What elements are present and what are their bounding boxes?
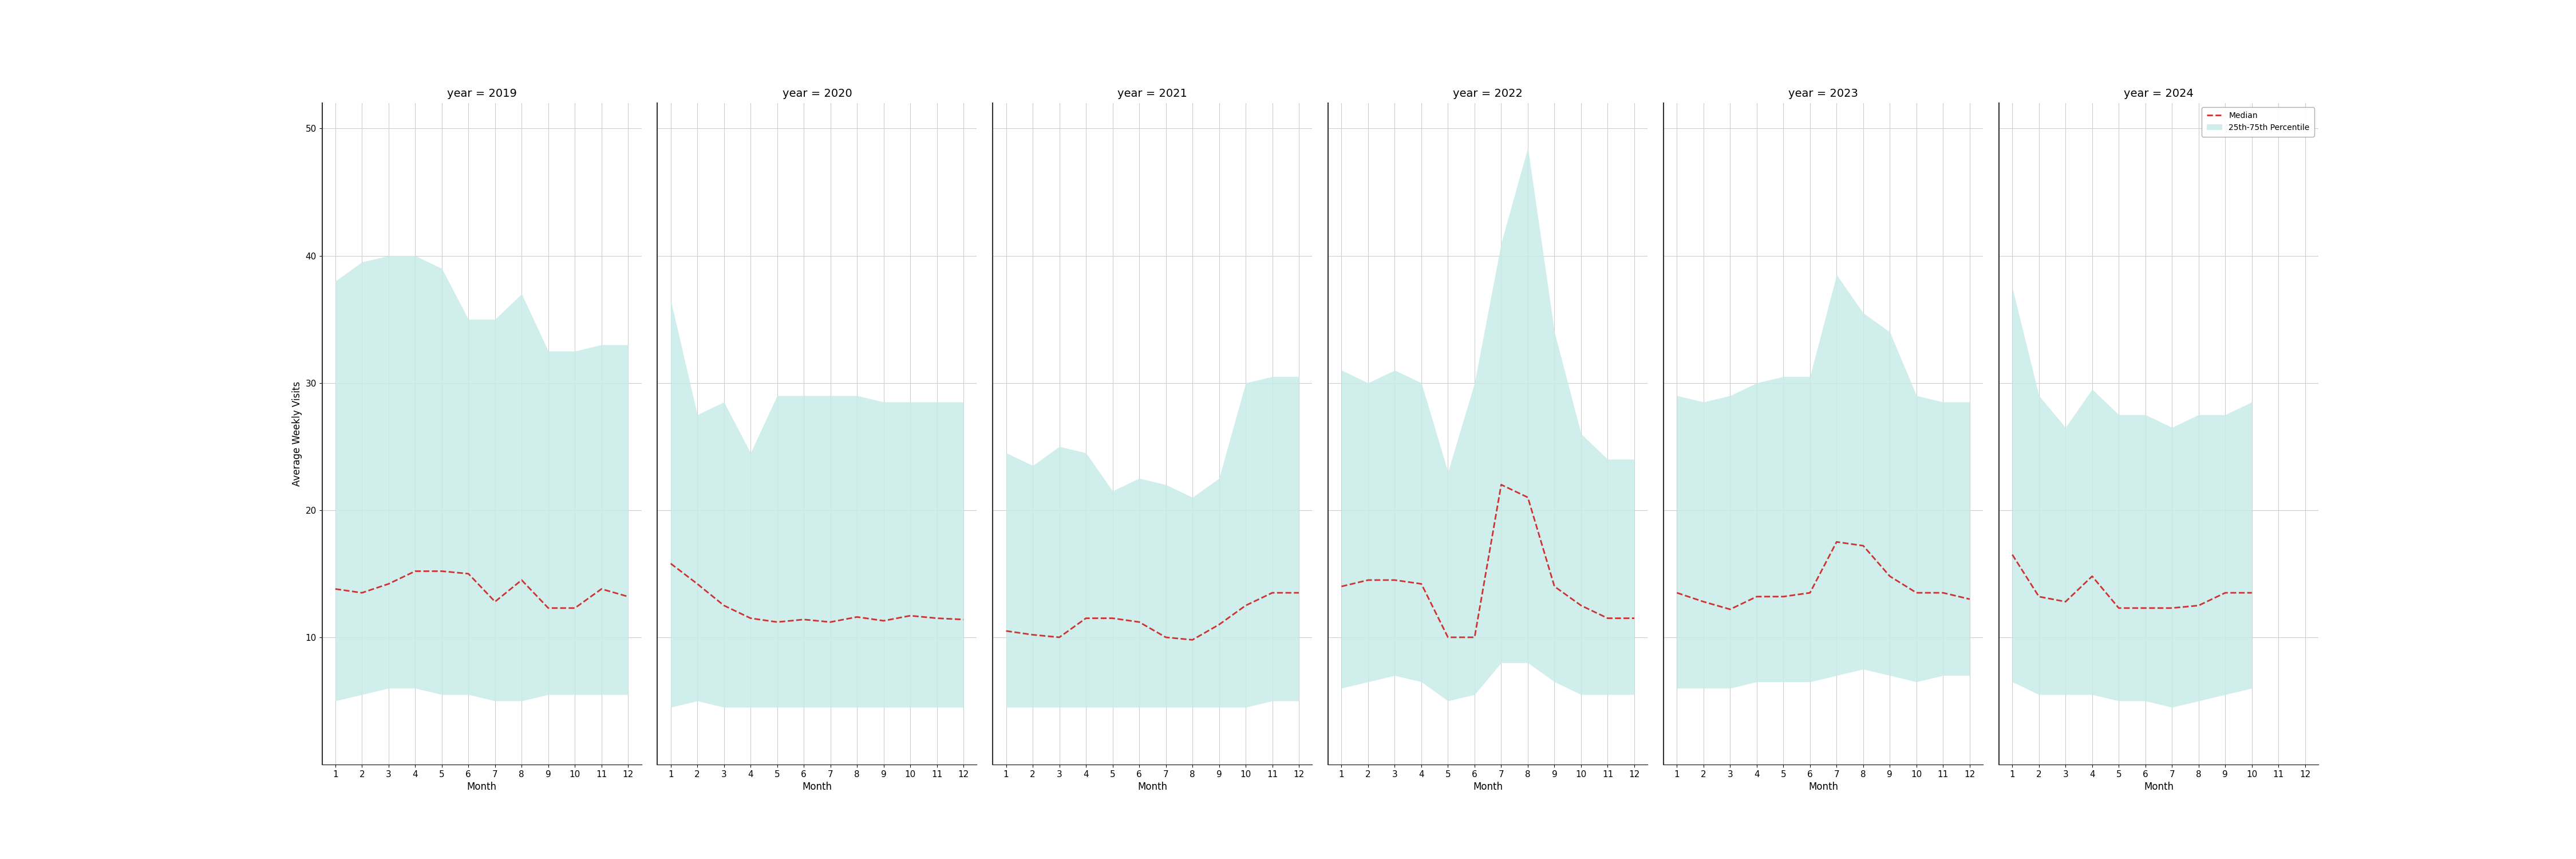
- Median: [1203, 619, 1234, 630]
- Median: [428, 566, 459, 576]
- Median: [1716, 604, 1747, 614]
- Median: [2210, 588, 2241, 598]
- X-axis label: Month: Month: [1808, 782, 1839, 792]
- Median: [613, 592, 644, 602]
- Median: [2130, 603, 2161, 613]
- Median: [1795, 588, 1826, 598]
- Median: [2102, 603, 2133, 613]
- Median: [842, 612, 873, 622]
- Median: [1486, 479, 1517, 490]
- Median: [992, 626, 1023, 637]
- Median: [1097, 613, 1128, 624]
- Y-axis label: Average Weekly Visits: Average Weekly Visits: [291, 381, 301, 486]
- Median: [1018, 630, 1048, 640]
- Median: [1566, 600, 1597, 611]
- Title: year = 2023: year = 2023: [1788, 88, 1857, 99]
- X-axis label: Month: Month: [2143, 782, 2174, 792]
- Median: [2025, 592, 2056, 602]
- Median: [1072, 613, 1103, 624]
- Median: [587, 584, 618, 594]
- Median: [1151, 632, 1182, 643]
- Median: [1512, 492, 1543, 503]
- Median: [1327, 582, 1358, 592]
- Title: year = 2021: year = 2021: [1118, 88, 1188, 99]
- Median: [533, 603, 564, 613]
- Median: [559, 603, 590, 613]
- Median: [1901, 588, 1932, 598]
- Median: [1231, 600, 1262, 611]
- Median: [1955, 594, 1986, 605]
- Median: [708, 600, 739, 611]
- Median: [814, 617, 845, 627]
- Median: [1618, 613, 1649, 624]
- Median: [1996, 550, 2027, 560]
- Median: [1662, 588, 1692, 598]
- Title: year = 2019: year = 2019: [446, 88, 518, 99]
- Title: year = 2024: year = 2024: [2123, 88, 2195, 99]
- Title: year = 2020: year = 2020: [783, 88, 853, 99]
- Median: [734, 613, 765, 624]
- Median: [762, 617, 793, 627]
- Median: [2182, 600, 2213, 611]
- X-axis label: Month: Month: [801, 782, 832, 792]
- Median: [1123, 617, 1154, 627]
- Median: [374, 579, 404, 589]
- Median: [399, 566, 430, 576]
- X-axis label: Month: Month: [1139, 782, 1167, 792]
- Median: [1821, 537, 1852, 547]
- Line: Median: Median: [1007, 593, 1298, 640]
- Median: [345, 588, 379, 598]
- Median: [1847, 540, 1878, 551]
- Median: [1927, 588, 1958, 598]
- Median: [319, 584, 350, 594]
- Median: [1767, 592, 1798, 602]
- Median: [505, 575, 538, 585]
- Median: [1257, 588, 1288, 598]
- Median: [1352, 575, 1383, 585]
- Median: [948, 614, 979, 624]
- Median: [654, 558, 685, 569]
- Median: [1432, 632, 1463, 643]
- Median: [2236, 588, 2267, 598]
- Legend: Median, 25th-75th Percentile: Median, 25th-75th Percentile: [2202, 107, 2313, 137]
- Title: year = 2022: year = 2022: [1453, 88, 1522, 99]
- Median: [1043, 632, 1074, 643]
- Median: [453, 569, 484, 579]
- Median: [1458, 632, 1489, 643]
- Median: [683, 579, 714, 589]
- Median: [479, 596, 510, 606]
- Median: [2076, 571, 2107, 582]
- Median: [1406, 579, 1437, 589]
- Line: Median: Median: [2012, 555, 2251, 608]
- Median: [1687, 596, 1718, 606]
- Median: [1741, 592, 1772, 602]
- Median: [1283, 588, 1314, 598]
- Median: [868, 616, 899, 626]
- Median: [2050, 596, 2081, 606]
- Line: Median: Median: [335, 571, 629, 608]
- X-axis label: Month: Month: [1473, 782, 1502, 792]
- Median: [2156, 603, 2187, 613]
- Median: [1378, 575, 1409, 585]
- X-axis label: Month: Month: [466, 782, 497, 792]
- Median: [922, 613, 953, 624]
- Median: [1538, 582, 1569, 592]
- Line: Median: Median: [670, 564, 963, 622]
- Median: [1592, 613, 1623, 624]
- Median: [894, 611, 925, 621]
- Line: Median: Median: [1342, 484, 1633, 637]
- Median: [1177, 635, 1208, 645]
- Median: [788, 614, 819, 624]
- Median: [1875, 571, 1906, 582]
- Line: Median: Median: [1677, 542, 1971, 609]
